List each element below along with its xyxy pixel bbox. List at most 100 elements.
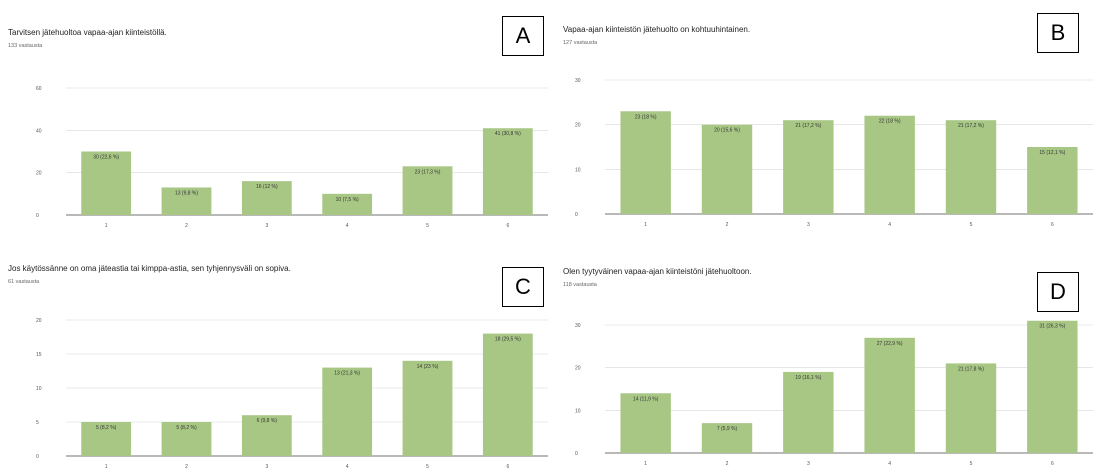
- bar-data-label: 15 (12,1 %): [1039, 150, 1065, 156]
- bar-data-label: 23 (18 %): [635, 114, 657, 120]
- bar: [1027, 147, 1078, 214]
- panel-letter-b: B: [1037, 13, 1079, 53]
- x-tick-label: 5: [970, 222, 973, 228]
- y-tick-label: 30: [575, 323, 581, 329]
- x-tick-label: 1: [644, 222, 647, 228]
- x-tick-label: 3: [807, 222, 810, 228]
- y-tick-label: 0: [36, 213, 39, 219]
- response-count-a: 133 vastausta: [8, 43, 43, 49]
- y-tick-label: 20: [575, 366, 581, 372]
- x-tick-label: 6: [506, 464, 509, 470]
- bar: [241, 415, 292, 456]
- y-tick-label: 20: [36, 318, 42, 324]
- bar: [322, 193, 373, 215]
- bar-data-label: 14 (23 %): [417, 364, 439, 370]
- bar-chart-c: 0 5 10 15 20 5 (8,2 %) 1 5 (8,2 %) 2 6 (9,8 %) 3 13…: [36, 318, 548, 470]
- bar-data-label: 23 (17,3 %): [415, 169, 441, 175]
- bar: [864, 115, 915, 214]
- response-count-c: 61 vastausta: [8, 279, 40, 285]
- bar-data-label: 10 (7,5 %): [336, 197, 359, 203]
- bar: [620, 111, 671, 214]
- bar: [701, 124, 753, 214]
- panel-letter-c: C: [502, 267, 544, 307]
- panel-letter-d: D: [1037, 272, 1079, 312]
- response-count-b: 127 vastausta: [563, 40, 598, 46]
- chart-panel-a: Tarvitsen jätehuoltoa vapaa-ajan kiintei…: [0, 0, 555, 235]
- bar: [402, 166, 453, 215]
- x-tick-label: 4: [346, 223, 349, 229]
- bar: [81, 422, 132, 456]
- bar-chart-d: 0 10 20 30 14 (11,9 %) 1 7 (5,9 %) 2 19 (16,1 %)…: [575, 320, 1093, 467]
- chart-panel-d: Olen tyytyväinen vapaa-ajan kiinteistöni…: [555, 235, 1111, 471]
- y-tick-label: 20: [36, 171, 42, 177]
- bar-data-label: 21 (17,2 %): [958, 123, 984, 129]
- bar: [945, 363, 997, 453]
- bar: [864, 337, 915, 453]
- x-tick-label: 5: [970, 461, 973, 467]
- x-tick-label: 1: [105, 464, 108, 470]
- bar: [1027, 320, 1078, 453]
- chart-title-a: Tarvitsen jätehuoltoa vapaa-ajan kiintei…: [8, 28, 167, 37]
- x-tick-label: 3: [265, 464, 268, 470]
- bar-data-label: 7 (5,9 %): [717, 426, 738, 432]
- y-tick-label: 30: [575, 78, 581, 84]
- bar: [701, 423, 753, 453]
- bar-data-label: 18 (29,5 %): [495, 337, 521, 343]
- x-tick-label: 5: [426, 223, 429, 229]
- bar-data-label: 22 (18 %): [879, 119, 901, 125]
- bar-data-label: 19 (16,1 %): [795, 375, 821, 381]
- bar: [161, 422, 212, 456]
- bar-data-label: 5 (8,2 %): [96, 425, 117, 431]
- bar-data-label: 13 (21,3 %): [334, 371, 360, 377]
- bar: [402, 360, 453, 456]
- x-tick-label: 5: [426, 464, 429, 470]
- x-tick-label: 2: [726, 222, 729, 228]
- x-tick-label: 3: [265, 223, 268, 229]
- y-tick-label: 10: [575, 408, 581, 414]
- x-tick-label: 1: [644, 461, 647, 467]
- y-tick-label: 15: [36, 352, 42, 358]
- chart-title-c: Jos käytössänne on oma jäteastia tai kim…: [8, 264, 291, 273]
- y-tick-label: 10: [36, 386, 42, 392]
- bar: [241, 181, 292, 215]
- bar-data-label: 31 (26,3 %): [1039, 324, 1065, 330]
- bar-data-label: 20 (15,6 %): [714, 128, 740, 134]
- response-count-d: 118 vastausta: [563, 282, 597, 288]
- x-tick-label: 1: [105, 223, 108, 229]
- chart-title-b: Vapaa-ajan kiinteistön jätehuolto on koh…: [563, 25, 751, 34]
- y-tick-label: 0: [575, 451, 578, 457]
- x-tick-label: 4: [888, 461, 891, 467]
- bar-data-label: 30 (22,6 %): [93, 155, 119, 161]
- y-tick-label: 0: [36, 454, 39, 460]
- x-tick-label: 6: [1051, 222, 1054, 228]
- bar-data-label: 14 (11,9 %): [633, 396, 659, 402]
- bar-data-label: 16 (12 %): [256, 184, 278, 190]
- y-tick-label: 20: [575, 123, 581, 129]
- y-tick-label: 10: [575, 167, 581, 173]
- bar: [620, 393, 671, 453]
- bar: [322, 367, 373, 456]
- x-tick-label: 2: [726, 461, 729, 467]
- chart-panel-b: Vapaa-ajan kiinteistön jätehuolto on koh…: [555, 0, 1111, 235]
- y-tick-label: 0: [575, 212, 578, 218]
- bar-chart-b: 0 10 20 30 23 (18 %) 1 20 (15,6 %) 2 21 (17,2 %)…: [575, 78, 1093, 228]
- x-tick-label: 6: [1051, 461, 1054, 467]
- bar-data-label: 5 (8,2 %): [176, 425, 197, 431]
- x-tick-label: 4: [346, 464, 349, 470]
- x-tick-label: 3: [807, 461, 810, 467]
- y-tick-label: 40: [36, 128, 42, 134]
- bar-data-label: 41 (30,8 %): [495, 131, 521, 137]
- bar-chart-a: 0 20 40 60 30 (22,6 %) 1 13 (9,8 %) 2 16 (12 %) 3…: [36, 86, 548, 229]
- y-tick-label: 60: [36, 86, 42, 92]
- x-tick-label: 4: [888, 222, 891, 228]
- x-tick-label: 6: [506, 223, 509, 229]
- bar: [81, 151, 132, 215]
- x-tick-label: 2: [185, 464, 188, 470]
- bar-data-label: 6 (9,8 %): [257, 418, 278, 424]
- x-tick-label: 2: [185, 223, 188, 229]
- bar: [783, 371, 834, 453]
- bar-data-label: 21 (17,2 %): [795, 123, 821, 129]
- bar: [783, 120, 834, 214]
- bar-data-label: 13 (9,8 %): [175, 190, 198, 196]
- bar-data-label: 27 (22,9 %): [877, 341, 903, 347]
